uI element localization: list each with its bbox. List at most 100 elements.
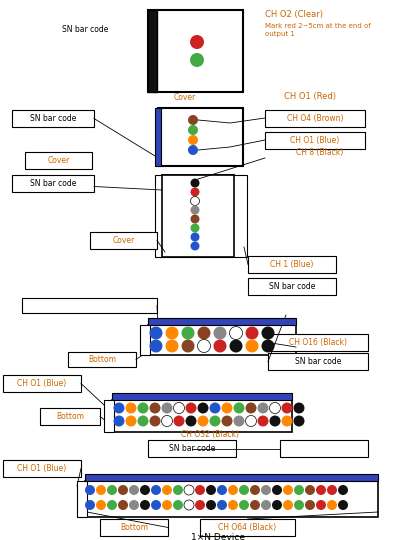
Circle shape: [316, 485, 326, 495]
Bar: [265, 132, 365, 149]
Circle shape: [191, 241, 199, 251]
Circle shape: [118, 500, 128, 510]
Circle shape: [305, 500, 315, 510]
Bar: [200, 519, 295, 536]
Circle shape: [245, 340, 258, 353]
Text: Cover: Cover: [47, 156, 70, 165]
Circle shape: [191, 233, 199, 241]
Bar: [25, 152, 92, 169]
Circle shape: [162, 415, 173, 427]
Circle shape: [162, 402, 173, 414]
Circle shape: [186, 402, 197, 414]
Bar: [12, 175, 94, 192]
Text: CH O4 (Brown): CH O4 (Brown): [287, 114, 343, 123]
Bar: [85, 474, 378, 481]
Circle shape: [151, 500, 161, 510]
Circle shape: [305, 485, 315, 495]
Bar: [248, 278, 336, 295]
Circle shape: [184, 500, 194, 510]
Circle shape: [184, 485, 194, 495]
Circle shape: [173, 415, 184, 427]
Text: output 1: output 1: [265, 31, 295, 37]
Bar: [40, 408, 100, 425]
Circle shape: [214, 340, 227, 353]
Bar: [3, 460, 81, 477]
Text: SN bar code: SN bar code: [295, 357, 341, 366]
Bar: [112, 400, 292, 432]
Bar: [68, 352, 136, 367]
Circle shape: [96, 500, 106, 510]
Bar: [162, 175, 234, 257]
Text: SN bar code: SN bar code: [30, 179, 76, 188]
Circle shape: [138, 402, 149, 414]
Circle shape: [129, 485, 139, 495]
Text: CH O32 (Black): CH O32 (Black): [181, 429, 239, 438]
Bar: [77, 481, 87, 517]
Circle shape: [149, 327, 162, 340]
Circle shape: [191, 187, 199, 197]
Text: CH 1 (Blue): CH 1 (Blue): [270, 260, 314, 269]
Circle shape: [294, 415, 305, 427]
Circle shape: [283, 485, 293, 495]
Circle shape: [173, 402, 184, 414]
Circle shape: [126, 402, 136, 414]
Circle shape: [197, 327, 210, 340]
Bar: [162, 175, 234, 257]
Circle shape: [191, 214, 199, 224]
Circle shape: [173, 485, 183, 495]
Circle shape: [338, 500, 348, 510]
Text: Bottom: Bottom: [56, 412, 84, 421]
Text: SN bar code: SN bar code: [62, 25, 108, 35]
Text: CH O1 (Blue): CH O1 (Blue): [17, 379, 67, 388]
Circle shape: [149, 415, 160, 427]
Bar: [148, 10, 157, 92]
Circle shape: [191, 179, 199, 187]
Text: Cover: Cover: [112, 236, 135, 245]
Circle shape: [327, 500, 337, 510]
Bar: [148, 440, 236, 457]
Bar: [268, 353, 368, 370]
Bar: [100, 519, 168, 536]
Circle shape: [165, 327, 178, 340]
Bar: [112, 393, 292, 400]
Bar: [148, 325, 296, 355]
Circle shape: [129, 500, 139, 510]
Text: CH O1 (Red): CH O1 (Red): [284, 92, 336, 102]
Circle shape: [245, 402, 256, 414]
Circle shape: [283, 500, 293, 510]
Circle shape: [206, 500, 216, 510]
Bar: [12, 110, 94, 127]
Circle shape: [113, 402, 125, 414]
Circle shape: [165, 340, 178, 353]
Circle shape: [140, 485, 150, 495]
Circle shape: [228, 500, 238, 510]
Bar: [90, 232, 157, 249]
Circle shape: [162, 485, 172, 495]
Circle shape: [281, 402, 292, 414]
Circle shape: [197, 415, 208, 427]
Circle shape: [118, 485, 128, 495]
Circle shape: [281, 415, 292, 427]
Circle shape: [338, 485, 348, 495]
Text: Cover: Cover: [174, 92, 196, 102]
Circle shape: [262, 340, 275, 353]
Bar: [140, 325, 150, 355]
Circle shape: [191, 206, 199, 214]
Circle shape: [195, 500, 205, 510]
Circle shape: [294, 402, 305, 414]
Circle shape: [229, 327, 242, 340]
Circle shape: [190, 35, 204, 49]
Circle shape: [96, 485, 106, 495]
Text: SN bar code: SN bar code: [169, 444, 215, 453]
Circle shape: [138, 415, 149, 427]
Circle shape: [107, 500, 117, 510]
Circle shape: [126, 415, 136, 427]
Circle shape: [261, 500, 271, 510]
Circle shape: [269, 415, 281, 427]
Circle shape: [294, 485, 304, 495]
Circle shape: [140, 500, 150, 510]
Circle shape: [197, 340, 210, 353]
Circle shape: [269, 402, 281, 414]
Circle shape: [149, 340, 162, 353]
Bar: [3, 375, 81, 392]
